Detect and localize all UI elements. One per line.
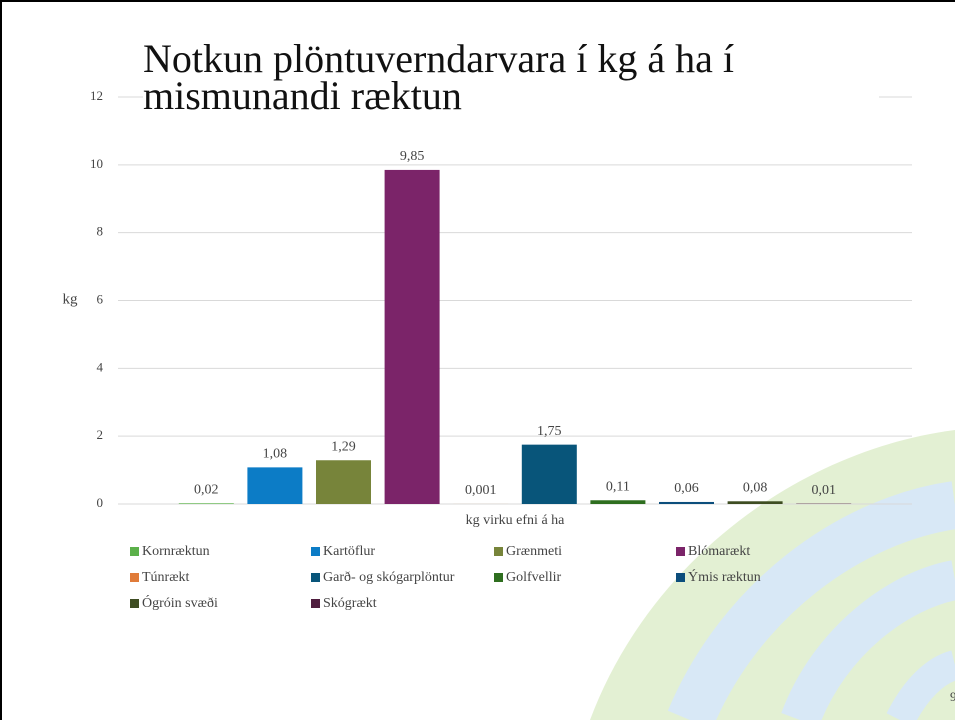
legend-swatch [311,547,320,556]
bar [384,169,440,504]
legend-label: Garð- og skógarplöntur [323,570,455,585]
y-tick-label: 0 [97,495,104,510]
data-label: 1,75 [537,424,562,439]
y-tick-label: 4 [97,359,104,374]
data-label: 1,29 [331,439,356,454]
legend-swatch [311,599,320,608]
data-label: 9,85 [400,149,425,164]
legend-label: Grænmeti [506,544,562,559]
y-tick-label: 2 [97,427,104,442]
legend-label: Skógrækt [323,596,377,611]
legend-swatch [311,573,320,582]
y-tick-label: 10 [90,156,103,171]
data-label: 0,08 [743,481,768,496]
slide-title: Notkun plöntuverndarvara í kg á ha í mis… [143,39,879,116]
bar [521,444,577,504]
legend-label: Ýmis ræktun [688,568,761,585]
slide-number: 9 [950,689,955,704]
data-label: 1,08 [263,447,288,462]
data-label: 0,06 [674,481,699,496]
bar [316,460,371,504]
decoration [590,430,955,720]
bar [659,501,714,504]
legend-swatch [494,573,503,582]
legend-swatch [130,573,139,582]
data-label: 0,11 [606,479,630,494]
data-label: 0,001 [465,483,497,498]
legend-swatch [676,573,685,582]
legend-label: Golfvellir [506,570,562,585]
bar [178,503,234,504]
y-tick-label: 12 [90,88,103,103]
bar [590,500,646,504]
legend-label: Blómarækt [688,544,750,559]
bar [247,467,303,504]
data-label: 0,01 [811,483,836,498]
legend-label: Ógróin svæði [142,594,218,611]
legend-label: Kornræktun [142,544,210,559]
legend-swatch [130,599,139,608]
x-axis-label: kg virku efni á ha [466,513,566,528]
legend-swatch [494,547,503,556]
legend-swatch [676,547,685,556]
legend-label: Kartöflur [323,544,375,559]
y-tick-label: 6 [97,291,104,306]
legend-label: Túnrækt [142,570,190,585]
data-label: 0,02 [194,483,219,498]
bar [727,501,783,504]
y-tick-label: 8 [97,224,104,239]
legend-swatch [130,547,139,556]
y-axis-label: kg [63,291,79,307]
